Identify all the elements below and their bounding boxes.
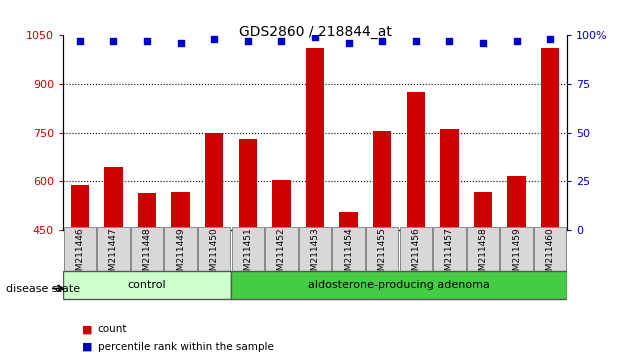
Text: disease state: disease state [6,284,81,293]
Point [75,38,85,44]
Bar [373,131,391,354]
Point [512,38,522,44]
Point [209,36,219,42]
FancyBboxPatch shape [231,271,567,299]
Bar [541,48,559,354]
Text: GSM211450: GSM211450 [210,228,219,282]
Point [478,40,488,46]
Bar [138,193,156,354]
Bar [171,192,190,354]
Bar [104,167,123,354]
Point [411,38,421,44]
Point [444,38,454,44]
FancyBboxPatch shape [232,228,264,272]
Text: GSM211451: GSM211451 [243,228,252,282]
Point [176,40,186,46]
Bar [440,129,459,354]
Point [545,36,555,42]
FancyBboxPatch shape [399,228,432,272]
Text: GSM211452: GSM211452 [277,228,286,282]
Point [243,38,253,44]
Text: GDS2860 / 218844_at: GDS2860 / 218844_at [239,25,391,39]
FancyBboxPatch shape [63,271,231,299]
Text: GSM211459: GSM211459 [512,228,521,282]
FancyBboxPatch shape [64,228,96,272]
Text: ■: ■ [82,342,93,352]
Text: aldosterone-producing adenoma: aldosterone-producing adenoma [308,280,490,290]
Text: GSM211454: GSM211454 [344,228,353,282]
Bar [205,133,224,354]
Bar [272,180,290,354]
Point [277,38,287,44]
Point [142,38,152,44]
Text: GSM211447: GSM211447 [109,228,118,282]
Text: GSM211449: GSM211449 [176,228,185,282]
FancyBboxPatch shape [198,228,231,272]
Bar [474,192,492,354]
Point [377,38,387,44]
Text: ■: ■ [82,324,93,334]
Text: GSM211453: GSM211453 [311,228,319,282]
Point [343,40,353,46]
FancyBboxPatch shape [534,228,566,272]
FancyBboxPatch shape [97,228,130,272]
Text: GSM211458: GSM211458 [479,228,488,282]
Point [108,38,118,44]
Text: GSM211457: GSM211457 [445,228,454,282]
Bar [71,185,89,354]
FancyBboxPatch shape [467,228,499,272]
FancyBboxPatch shape [333,228,365,272]
Bar [406,92,425,354]
Bar [340,212,358,354]
FancyBboxPatch shape [164,228,197,272]
FancyBboxPatch shape [265,228,297,272]
Text: GSM211455: GSM211455 [378,228,387,282]
Text: count: count [98,324,127,334]
FancyBboxPatch shape [299,228,331,272]
Bar [306,48,324,354]
FancyBboxPatch shape [366,228,398,272]
FancyBboxPatch shape [500,228,533,272]
Bar [507,176,526,354]
FancyBboxPatch shape [433,228,466,272]
Text: GSM211456: GSM211456 [411,228,420,282]
Point [310,34,320,40]
Text: GSM211446: GSM211446 [76,228,84,282]
Text: GSM211448: GSM211448 [142,228,151,282]
Text: GSM211460: GSM211460 [546,228,554,282]
FancyBboxPatch shape [131,228,163,272]
Text: percentile rank within the sample: percentile rank within the sample [98,342,273,352]
Bar [239,138,257,354]
Text: control: control [128,280,166,290]
